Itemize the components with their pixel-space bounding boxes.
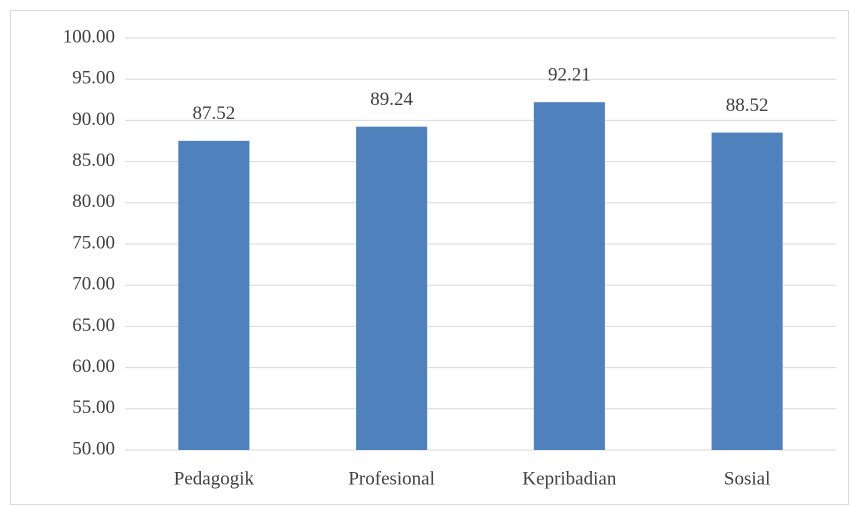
y-tick-label: 60.00 [72, 356, 115, 377]
y-tick-label: 100.00 [63, 26, 115, 47]
y-tick-label: 80.00 [72, 191, 115, 212]
y-tick-label: 50.00 [72, 438, 115, 459]
y-tick-label: 90.00 [72, 109, 115, 130]
y-tick-label: 55.00 [72, 397, 115, 418]
bar [178, 140, 250, 450]
data-label: 92.21 [548, 65, 591, 86]
bar [711, 132, 783, 450]
y-tick-label: 75.00 [72, 232, 115, 253]
x-tick-label: Sosial [724, 468, 770, 489]
data-label: 87.52 [193, 103, 236, 124]
y-tick-label: 70.00 [72, 274, 115, 295]
x-tick-label: Kepribadian [522, 468, 616, 489]
data-label: 88.52 [726, 95, 769, 116]
bar [356, 126, 428, 450]
x-tick-label: Profesional [348, 468, 435, 489]
y-tick-label: 95.00 [72, 68, 115, 89]
y-tick-label: 65.00 [72, 315, 115, 336]
bar [533, 102, 605, 450]
data-label: 89.24 [370, 89, 413, 110]
x-tick-label: Pedagogik [174, 468, 255, 489]
y-tick-label: 85.00 [72, 150, 115, 171]
